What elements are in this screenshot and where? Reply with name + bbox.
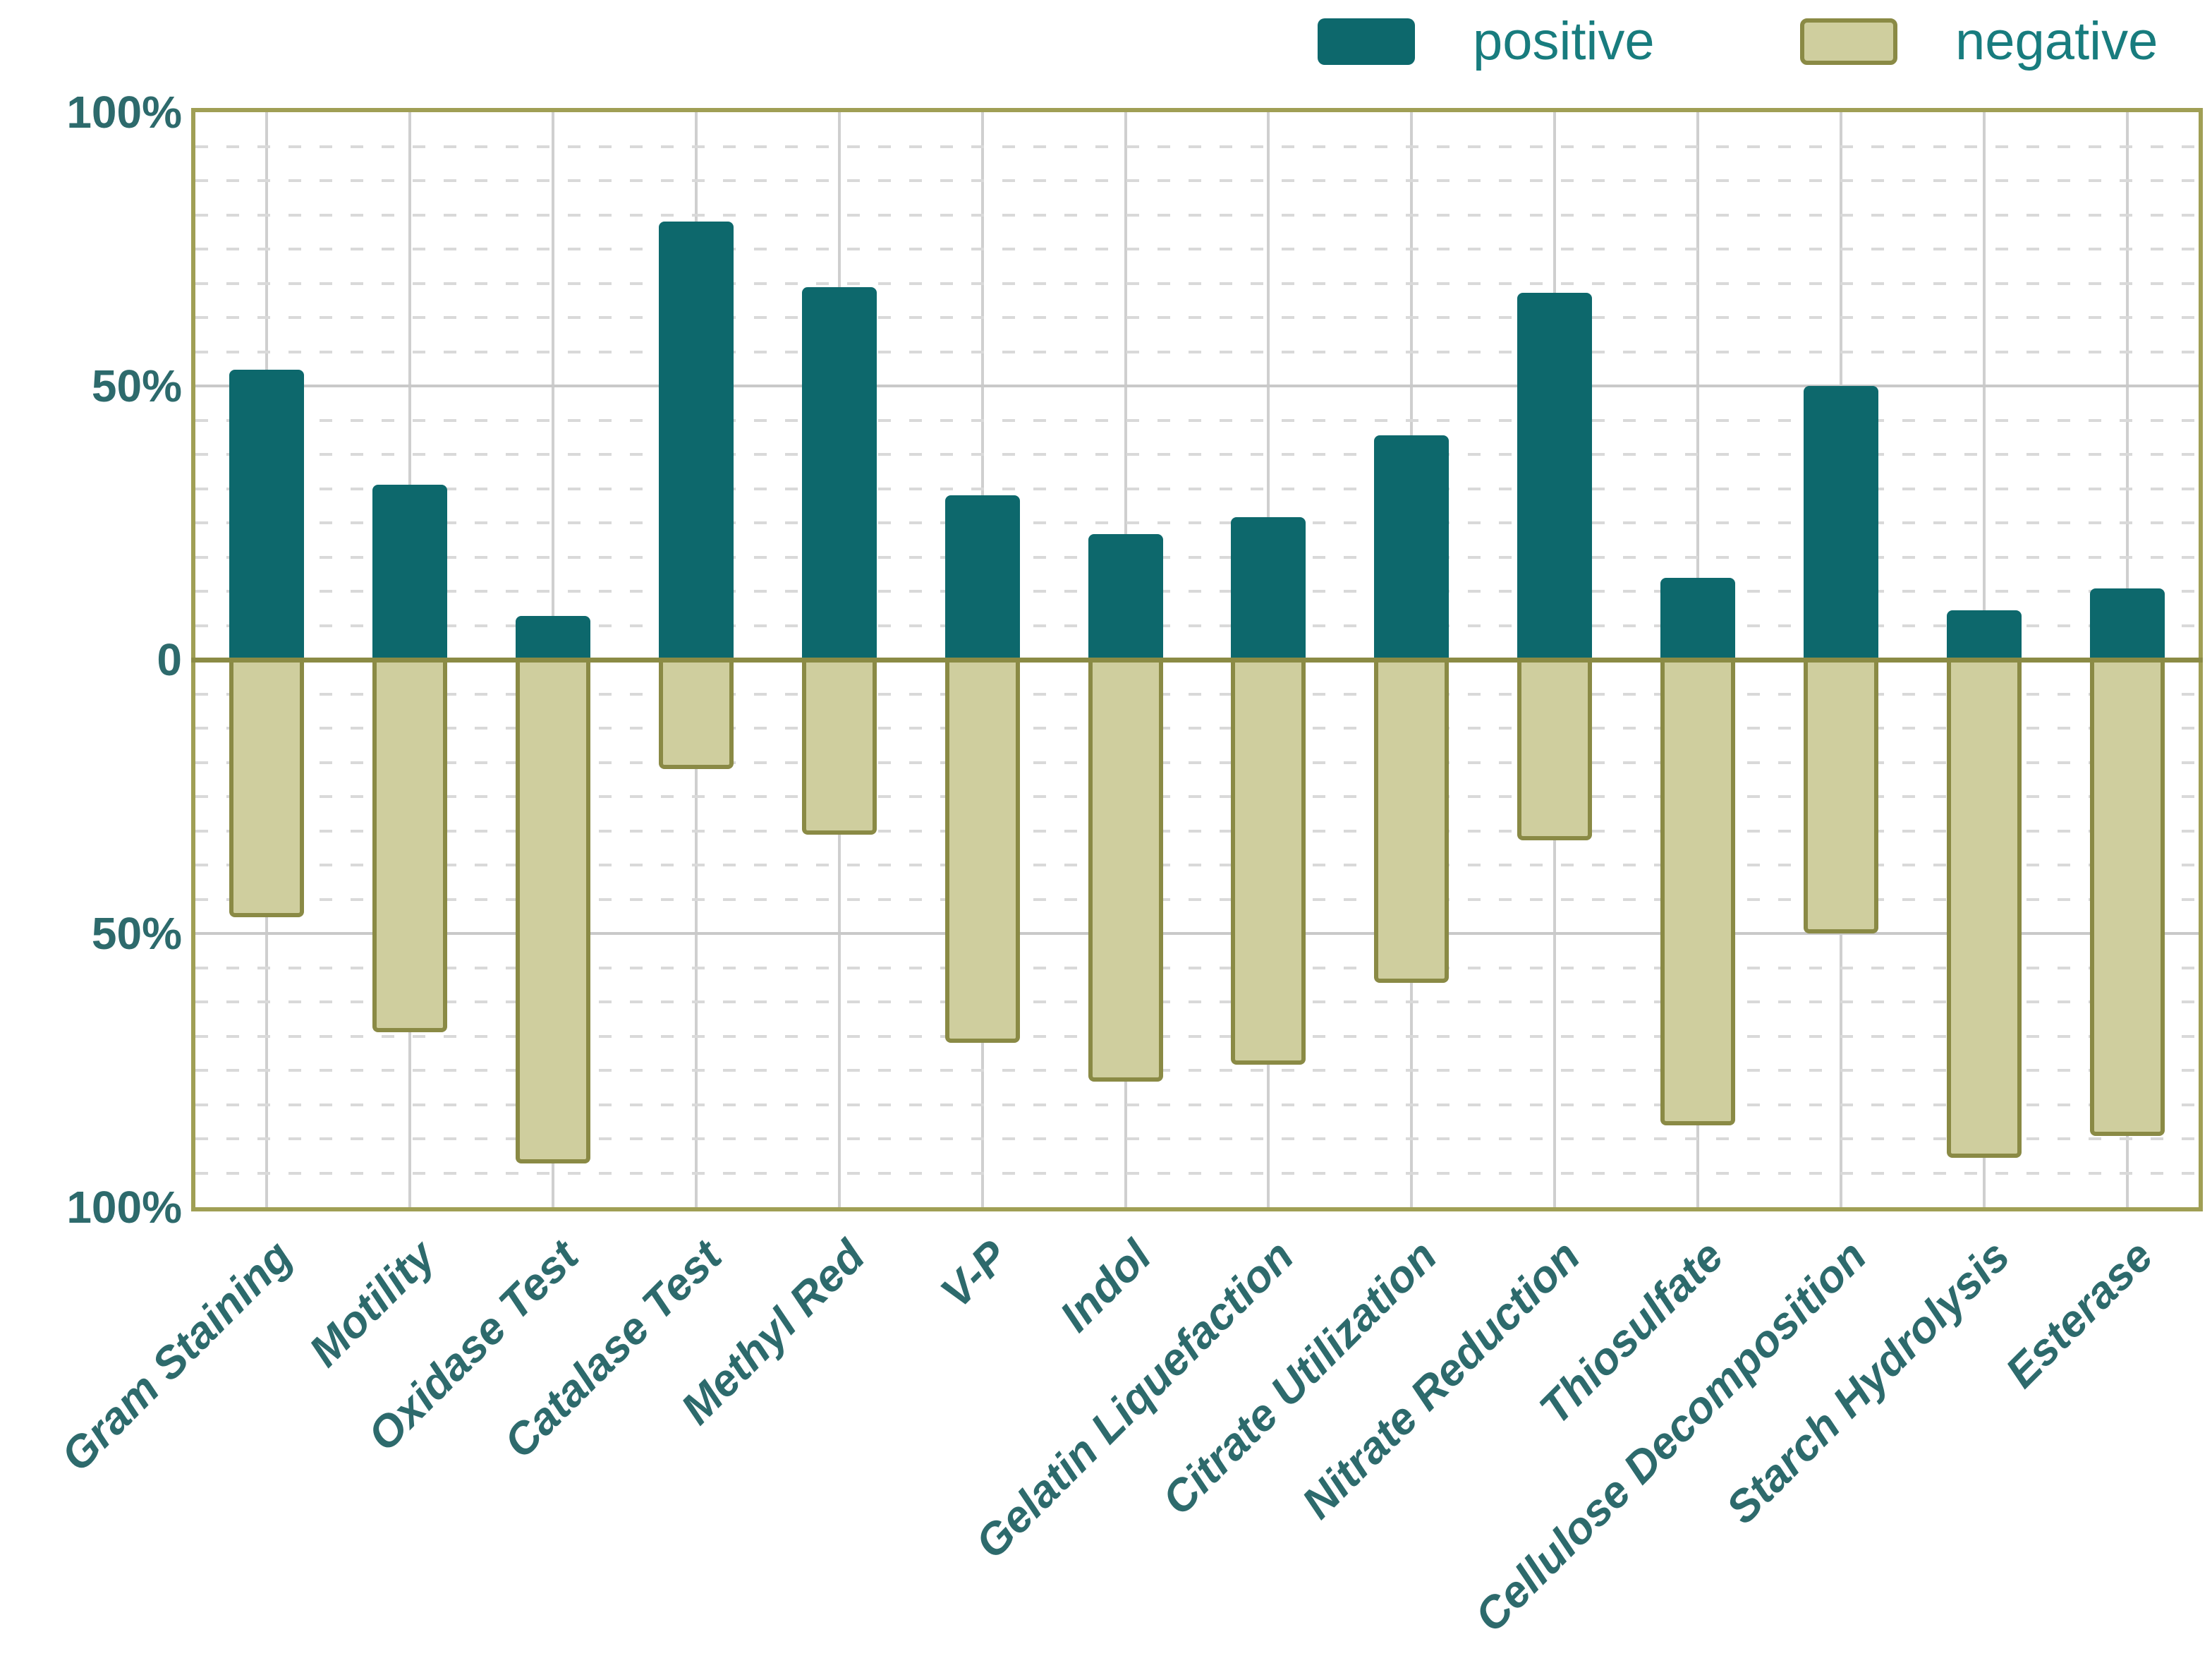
bar-positive	[1660, 577, 1735, 660]
bar-positive	[801, 287, 877, 660]
bar-positive	[1946, 610, 2022, 660]
bar-negative	[659, 660, 734, 770]
bar-negative	[1374, 660, 1450, 983]
bar-positive	[516, 615, 591, 660]
bar-positive	[1088, 533, 1163, 660]
bar-negative	[1517, 660, 1593, 841]
gridline-major	[195, 385, 2199, 387]
gridline-minor	[195, 1034, 2199, 1038]
bar-negative	[801, 660, 877, 835]
legend-label-negative: negative	[1955, 11, 2158, 71]
gridline-minor	[195, 248, 2199, 250]
gridline-minor	[195, 727, 2199, 730]
y-tick-50-top: 50%	[91, 361, 182, 411]
bar-positive	[659, 222, 734, 660]
gridline-minor	[195, 795, 2199, 798]
gridline-minor	[195, 487, 2199, 490]
gridline-minor	[195, 1137, 2199, 1140]
x-axis-label: Esterase	[1995, 1231, 2163, 1398]
bar-positive	[1803, 386, 1878, 660]
bar-negative	[1946, 660, 2022, 1159]
bar-positive	[372, 484, 448, 660]
gridline-minor	[195, 897, 2199, 901]
bar-negative	[229, 660, 305, 917]
bar-positive	[1374, 435, 1450, 660]
gridline-minor	[195, 1000, 2199, 1003]
gridline-minor	[195, 521, 2199, 524]
bar-positive	[1231, 517, 1306, 660]
gridline-minor	[195, 145, 2199, 148]
gridline-minor	[195, 316, 2199, 319]
bar-negative	[1231, 660, 1306, 1065]
gridline-minor	[195, 555, 2199, 559]
gridline-minor	[195, 282, 2199, 285]
gridline-minor	[195, 864, 2199, 866]
legend-swatch-positive	[1318, 18, 1415, 65]
y-tick-50-bot: 50%	[91, 908, 182, 959]
gridline-minor	[195, 829, 2199, 833]
bar-positive	[944, 495, 1020, 660]
gridline-minor	[195, 692, 2199, 696]
gridline-minor	[195, 418, 2199, 422]
y-tick-zero: 0	[157, 634, 182, 685]
bar-positive	[1517, 293, 1593, 660]
gridline-minor	[195, 1069, 2199, 1072]
bar-negative	[2089, 660, 2165, 1137]
bar-negative	[1803, 660, 1878, 933]
gridline-minor	[195, 350, 2199, 353]
bar-negative	[1088, 660, 1163, 1082]
bar-positive	[229, 369, 305, 660]
y-tick-100-bot: 100%	[66, 1182, 182, 1233]
gridline-minor	[195, 624, 2199, 627]
bar-negative	[516, 660, 591, 1163]
legend-label-positive: positive	[1473, 11, 1655, 71]
gridline-minor	[195, 1171, 2199, 1175]
gridline-minor	[195, 761, 2199, 764]
gridline-minor	[195, 966, 2199, 969]
gridline-minor	[195, 179, 2199, 182]
gridline-minor	[195, 590, 2199, 593]
bar-positive	[2089, 588, 2165, 660]
gridline-major	[195, 932, 2199, 935]
gridline-minor	[195, 213, 2199, 217]
legend-swatch-negative	[1800, 18, 1897, 65]
bar-negative	[1660, 660, 1735, 1125]
zero-line	[191, 658, 2203, 663]
y-tick-100-top: 100%	[66, 87, 182, 138]
gridline-minor	[195, 1103, 2199, 1106]
bar-negative	[944, 660, 1020, 1044]
plot-area	[191, 108, 2203, 1211]
gridline-minor	[195, 453, 2199, 456]
bar-negative	[372, 660, 448, 1032]
